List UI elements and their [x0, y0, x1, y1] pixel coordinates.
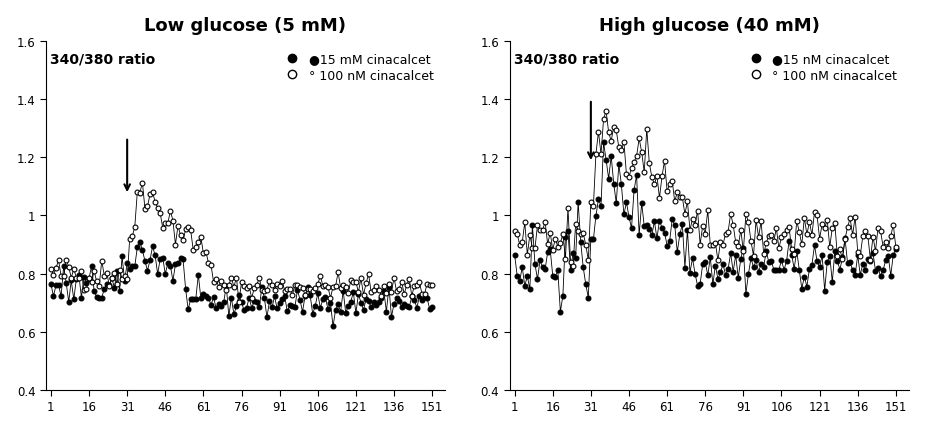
Legend: ●15 mM cinacalcet, ° 100 nM cinacalcet: ●15 mM cinacalcet, ° 100 nM cinacalcet [275, 48, 439, 88]
Text: 340/380 ratio: 340/380 ratio [50, 52, 155, 66]
Legend: ●15 nM cinacalcet, ° 100 nM cinacalcet: ●15 nM cinacalcet, ° 100 nM cinacalcet [739, 48, 902, 88]
Title: Low glucose (5 mM): Low glucose (5 mM) [144, 17, 346, 34]
Text: 340/380 ratio: 340/380 ratio [514, 52, 619, 66]
Title: High glucose (40 mM): High glucose (40 mM) [598, 17, 820, 34]
